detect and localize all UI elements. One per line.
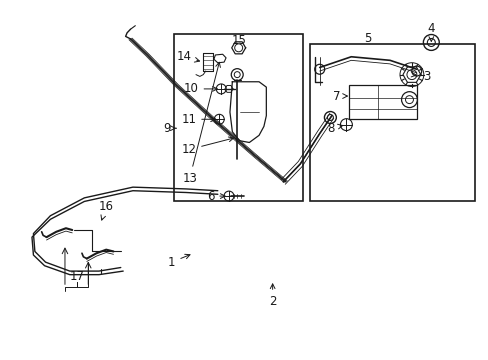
Text: 12: 12	[181, 137, 233, 156]
Text: 1: 1	[167, 254, 189, 269]
Text: 2: 2	[268, 284, 276, 308]
Text: 14: 14	[176, 50, 199, 63]
Text: 16: 16	[99, 200, 114, 220]
Bar	[174, 33, 302, 202]
Text: 8: 8	[326, 122, 342, 135]
Text: 5: 5	[364, 32, 371, 45]
Bar	[309, 44, 474, 202]
Text: 7: 7	[332, 90, 346, 103]
Text: 13: 13	[182, 62, 220, 185]
Text: 3: 3	[410, 70, 429, 83]
Text: 9: 9	[163, 122, 176, 135]
Text: 17: 17	[69, 270, 84, 283]
Text: 4: 4	[427, 22, 434, 41]
Text: 11: 11	[181, 113, 215, 126]
Text: 10: 10	[183, 82, 217, 95]
Text: 6: 6	[206, 190, 224, 203]
Text: 15: 15	[231, 34, 245, 47]
